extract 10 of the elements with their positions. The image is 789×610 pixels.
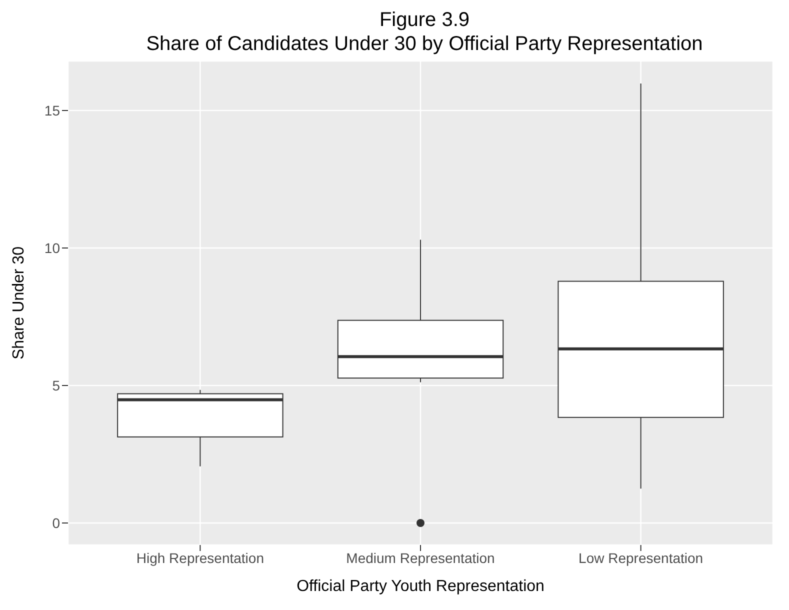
y-tick-label: 0 (52, 514, 60, 531)
y-axis-title: Share Under 30 (10, 246, 28, 360)
y-tick-label: 10 (44, 240, 60, 256)
y-tick-label: 5 (52, 377, 60, 394)
x-axis-title: Official Party Youth Representation (296, 578, 544, 595)
x-tick-label: High Representation (136, 550, 264, 566)
x-tick-label: Low Representation (578, 550, 704, 566)
x-tick-label: Medium Representation (346, 550, 495, 566)
chart-title: Figure 3.9 Share of Candidates Under 30 by Official Party Representation (145, 8, 704, 56)
y-tick-label: 15 (44, 102, 60, 118)
